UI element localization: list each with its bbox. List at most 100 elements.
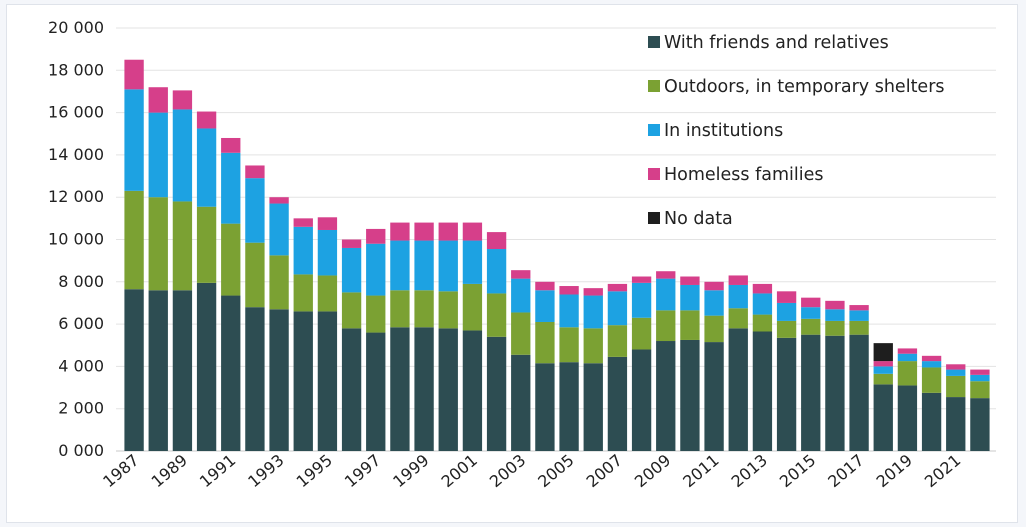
x-tick-label: 1997 (341, 451, 384, 492)
bar-segment (921, 355, 942, 362)
bar-segment (873, 366, 893, 374)
bar-segment (414, 240, 434, 291)
bar-segment (656, 341, 676, 451)
bar-segment (631, 276, 652, 283)
bar-segment (269, 255, 289, 310)
bar-segment (752, 283, 773, 294)
legend-label: No data (664, 209, 733, 229)
bar-segment (535, 321, 555, 364)
bar-segment (148, 197, 168, 291)
bar-segment (559, 327, 579, 363)
bar-segment (776, 320, 797, 338)
x-tick-label: 2005 (534, 451, 577, 492)
bar-segment (801, 318, 821, 335)
bar-segment (921, 361, 942, 368)
x-tick-label: 2021 (921, 451, 964, 492)
bar-segment (390, 240, 410, 291)
bar-segment (196, 111, 217, 129)
bar-segment (390, 327, 410, 451)
bar-segment (728, 328, 748, 451)
y-tick-label: 2 000 (58, 399, 104, 418)
bar-segment (946, 397, 966, 451)
bar-segment (148, 290, 168, 451)
y-tick-label: 12 000 (48, 187, 104, 206)
bar-segment (245, 165, 265, 179)
bar-segment (583, 295, 603, 329)
bar-segment (801, 334, 821, 451)
bar-segment (776, 291, 797, 303)
x-tick-label: 2003 (486, 451, 529, 492)
bar-segment (704, 290, 724, 316)
bar-segment (172, 201, 193, 291)
y-tick-label: 8 000 (58, 272, 104, 291)
bar-segment (535, 363, 555, 451)
bar-segment (245, 307, 265, 451)
bar-segment (801, 297, 821, 308)
bar-segment (124, 289, 144, 451)
bar-segment (269, 197, 289, 204)
x-axis: 1987 1989 1991 1993 1995 1997 1999 2001 2003 2005… (99, 451, 964, 492)
bar-segment (873, 384, 893, 451)
bar-segment (897, 348, 918, 354)
bar-segment (414, 290, 434, 328)
bar-segment (269, 309, 289, 451)
bar-segment (462, 330, 483, 451)
bar-segment (366, 295, 386, 333)
bar-segment (970, 398, 990, 451)
bar-segment (801, 307, 821, 319)
bar-segment (656, 310, 676, 342)
bar-segment (438, 328, 458, 451)
bar-segment (656, 278, 676, 311)
bar-segment (221, 295, 241, 451)
bar-segment (486, 293, 507, 337)
bar-segment (317, 311, 338, 451)
x-tick-label: 2019 (873, 451, 916, 492)
bar-segment (897, 385, 918, 451)
bar-segment (631, 317, 652, 350)
bar-segment (196, 282, 217, 451)
bar-segment (462, 222, 483, 241)
bar-segment (728, 284, 748, 309)
bar-segment (752, 331, 773, 451)
bar-segment (148, 87, 168, 113)
bar-segment (921, 367, 942, 393)
bar-segment (825, 309, 845, 321)
bar-segment (486, 336, 507, 451)
bar-segment (559, 294, 579, 328)
bar-segment (486, 249, 507, 294)
bar-segment (559, 362, 579, 451)
bar-segment (970, 381, 990, 399)
x-tick-label: 1995 (293, 451, 336, 492)
bar-segment (511, 354, 531, 451)
y-tick-label: 18 000 (48, 60, 104, 79)
bar-segment (607, 325, 628, 357)
bar-segment (680, 284, 700, 311)
bar-segment (704, 342, 724, 451)
x-tick-label: 2017 (824, 451, 867, 492)
bar-segment (583, 288, 603, 296)
bar-segment (172, 109, 193, 202)
bar-segment (293, 218, 313, 227)
bar-segment (341, 247, 362, 293)
legend-label: Homeless families (664, 165, 824, 185)
bar-segment (462, 240, 483, 284)
bar-segment (631, 349, 652, 451)
x-tick-label: 2009 (631, 451, 674, 492)
y-tick-label: 20 000 (48, 18, 104, 37)
bar-segment (148, 112, 168, 198)
bar-segment (245, 242, 265, 308)
bar-segment (680, 276, 700, 285)
bars (124, 59, 990, 451)
bar-segment (124, 59, 144, 90)
y-tick-label: 0 000 (58, 441, 104, 460)
y-tick-label: 4 000 (58, 356, 104, 375)
bar-segment (196, 128, 217, 207)
bar-segment (559, 286, 579, 295)
bar-segment (849, 334, 869, 451)
bar-segment (680, 310, 700, 340)
bar-segment (341, 239, 362, 248)
legend-swatch (648, 212, 660, 224)
x-tick-label: 1993 (244, 451, 287, 492)
x-tick-label: 2015 (776, 451, 819, 492)
